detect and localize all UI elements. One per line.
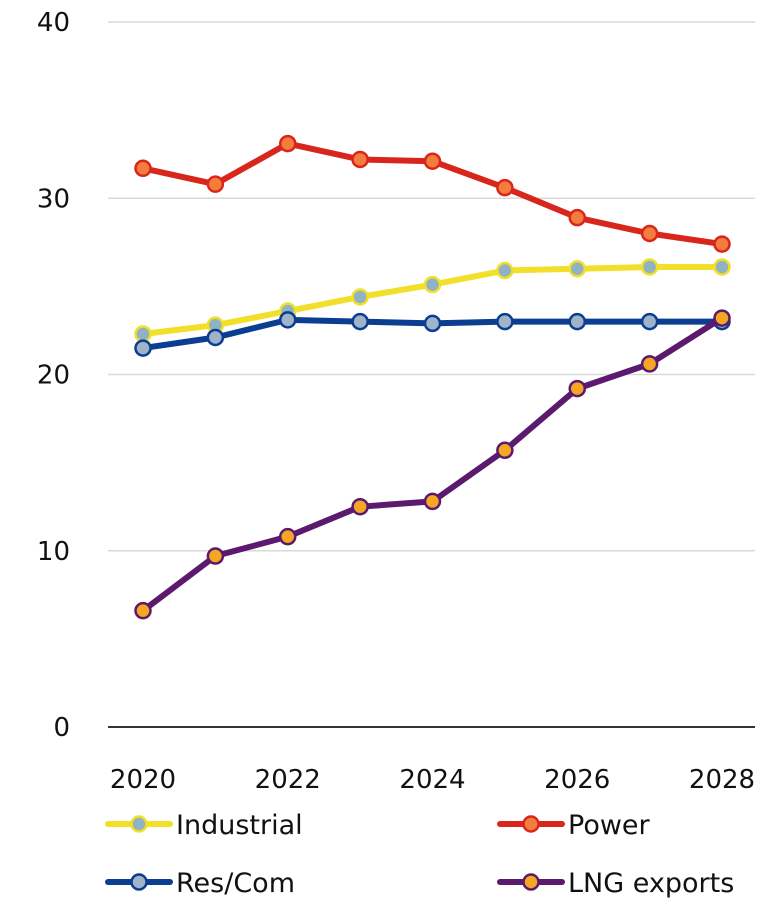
- y-tick-label: 30: [37, 184, 70, 214]
- legend-item-lng-exports: LNG exports: [497, 868, 734, 899]
- legend-label: Power: [568, 810, 651, 841]
- legend-swatch-marker: [522, 815, 540, 833]
- data-point-industrial: [423, 275, 442, 294]
- data-point-industrial: [568, 260, 586, 278]
- legend-label: LNG exports: [568, 868, 734, 899]
- legend-label: Industrial: [176, 810, 303, 841]
- data-point-industrial: [713, 258, 731, 276]
- x-tick-label: 2026: [544, 765, 610, 795]
- series-lng-exports: [134, 309, 731, 620]
- x-tick-label: 2024: [399, 765, 465, 795]
- data-point-industrial: [134, 325, 152, 343]
- legend-item-power: Power: [497, 810, 651, 841]
- data-point-power: [279, 134, 297, 153]
- data-point-industrial: [351, 288, 369, 306]
- x-tick-label: 2028: [689, 765, 755, 795]
- data-point-lng-exports: [713, 309, 731, 327]
- data-point-lng-exports: [206, 547, 225, 565]
- y-tick-label: 40: [37, 8, 70, 38]
- data-point-lng-exports: [351, 497, 369, 516]
- data-point-res-com: [351, 312, 369, 331]
- x-tick-label: 2020: [110, 765, 176, 795]
- data-point-power: [496, 178, 514, 197]
- x-tick-label: 2022: [255, 765, 321, 795]
- data-point-res-com: [568, 312, 586, 331]
- series-res-com: [134, 311, 731, 357]
- data-point-res-com: [206, 328, 225, 347]
- data-point-power: [568, 208, 586, 227]
- data-point-power: [351, 150, 369, 169]
- data-point-lng-exports: [568, 379, 586, 398]
- series-line-lng-exports: [140, 315, 725, 614]
- data-point-power: [206, 175, 225, 193]
- data-point-lng-exports: [279, 527, 297, 546]
- data-point-lng-exports: [134, 601, 152, 620]
- data-point-power: [713, 235, 731, 253]
- legend-item-industrial: Industrial: [105, 810, 303, 841]
- data-point-lng-exports: [423, 492, 442, 511]
- legend-item-res-com: Res/Com: [105, 868, 295, 899]
- data-point-power: [423, 152, 442, 170]
- data-point-lng-exports: [496, 441, 514, 460]
- legend: Industrial Power Res/Com LNG exports: [105, 810, 734, 899]
- y-axis-tick-labels: 0 10 20 30 40: [37, 8, 70, 743]
- y-tick-label: 10: [37, 537, 70, 567]
- data-point-res-com: [496, 312, 514, 331]
- legend-swatch-marker: [130, 873, 148, 891]
- x-axis-tick-labels: 2020 2022 2024 2026 2028: [110, 765, 755, 795]
- data-point-power: [134, 159, 152, 178]
- gridlines: [108, 21, 755, 552]
- data-point-res-com: [279, 311, 297, 329]
- series-lines: [134, 134, 731, 620]
- data-point-lng-exports: [640, 355, 659, 373]
- data-point-res-com: [423, 314, 442, 333]
- legend-swatch-marker: [522, 873, 540, 891]
- data-point-industrial: [496, 261, 514, 280]
- legend-label: Res/Com: [176, 868, 295, 899]
- series-power: [134, 134, 731, 253]
- data-point-power: [640, 224, 659, 243]
- legend-swatch-marker: [130, 815, 148, 833]
- y-tick-label: 20: [37, 361, 70, 391]
- data-point-res-com: [134, 339, 152, 357]
- y-tick-label: 0: [53, 713, 70, 743]
- data-point-industrial: [640, 258, 659, 276]
- data-point-res-com: [640, 312, 659, 331]
